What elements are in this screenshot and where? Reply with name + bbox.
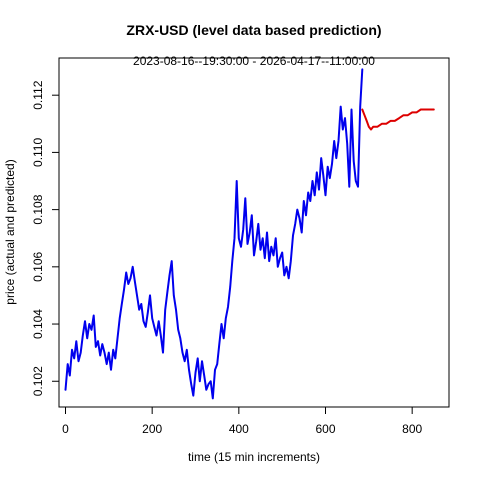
x-tick-label: 400: [229, 422, 249, 436]
y-axis-label: price (actual and predicted): [3, 159, 17, 304]
actual-price-line: [64, 68, 364, 400]
chart-subtitle: 2023-08-16--19:30:00 - 2026-04-17--11:00…: [133, 54, 375, 68]
x-tick-label: 0: [62, 422, 69, 436]
y-tick-label: 0.106: [31, 251, 45, 281]
chart-title: ZRX-USD (level data based prediction): [126, 22, 381, 38]
x-axis: 0 200 400 600 800: [62, 406, 422, 436]
x-axis-label: time (15 min increments): [188, 450, 320, 464]
y-tick-label: 0.108: [31, 194, 45, 224]
predicted-price-line: [361, 108, 435, 131]
y-tick-label: 0.110: [31, 138, 45, 167]
x-tick-label: 600: [315, 422, 335, 436]
x-tick-label: 800: [402, 422, 422, 436]
y-axis: 0.102 0.104 0.106 0.108 0.110 0.112: [31, 80, 60, 396]
series-layer: [64, 68, 435, 400]
y-tick-label: 0.102: [31, 366, 45, 396]
y-tick-label: 0.112: [31, 80, 45, 109]
x-tick-label: 200: [142, 422, 162, 436]
y-tick-label: 0.104: [31, 309, 45, 339]
